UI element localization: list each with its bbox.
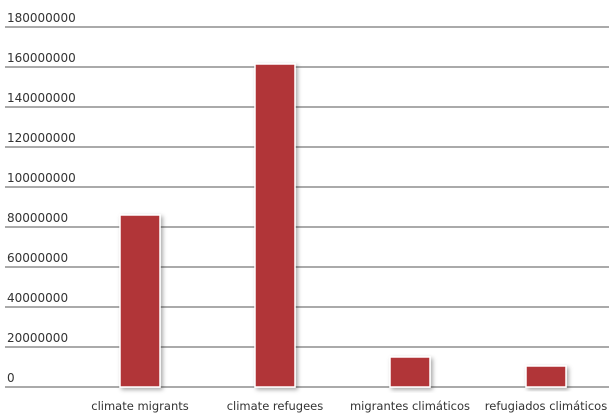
- y-tick-label: 60000000: [7, 251, 68, 265]
- y-tick-label: 0: [7, 371, 15, 385]
- y-tick-label: 40000000: [7, 291, 68, 305]
- x-category-label: climate refugees: [227, 399, 324, 413]
- y-tick-label: 180000000: [7, 11, 76, 25]
- bar-3: [525, 365, 567, 388]
- x-category-label: migrantes climáticos: [350, 399, 470, 413]
- y-tick-label: 100000000: [7, 171, 76, 185]
- category-labels: climate migrants climate refugees migrante…: [91, 399, 607, 413]
- bar-0: [119, 214, 161, 388]
- y-tick-label: 120000000: [7, 131, 76, 145]
- y-tick-label: 140000000: [7, 91, 76, 105]
- x-category-label: climate migrants: [91, 399, 188, 413]
- y-tick-label: 160000000: [7, 51, 76, 65]
- bars: [119, 63, 567, 388]
- bar-1: [254, 63, 296, 388]
- y-tick-label: 80000000: [7, 211, 68, 225]
- x-category-label: refugiados climáticos: [485, 399, 607, 413]
- y-tick-label: 20000000: [7, 331, 68, 345]
- grid-lines: 0 20000000 40000000 60000000 80000000 1000000…: [5, 11, 609, 388]
- bar-2: [389, 356, 431, 388]
